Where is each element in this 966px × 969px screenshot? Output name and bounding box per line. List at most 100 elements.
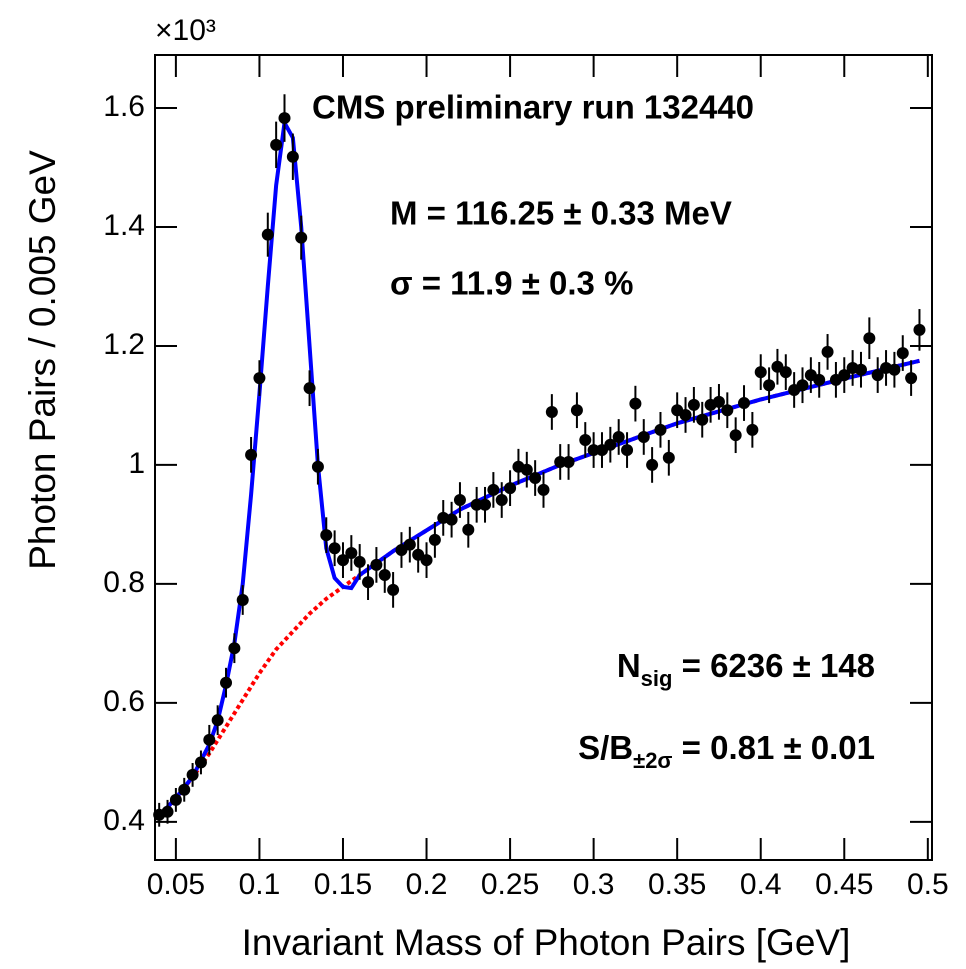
x-tick-label: 0.15: [314, 868, 372, 901]
data-point: [370, 558, 383, 571]
data-point: [286, 150, 299, 163]
data-point: [746, 423, 759, 436]
x-tick-label: 0.3: [573, 868, 615, 901]
data-point: [654, 423, 667, 436]
y-multiplier: ×10³: [155, 14, 216, 47]
chart-title: CMS preliminary run 132440: [312, 89, 754, 126]
x-tick-label: 0.4: [740, 868, 782, 901]
data-point: [738, 397, 751, 410]
data-point: [913, 323, 926, 336]
data-point: [245, 448, 258, 461]
data-point: [169, 793, 182, 806]
data-point: [403, 538, 416, 551]
data-point: [311, 460, 324, 473]
data-point: [161, 805, 174, 818]
data-point: [462, 523, 475, 536]
annotation-text: N: [617, 647, 641, 684]
data-point: [621, 444, 634, 457]
data-point: [278, 112, 291, 125]
data-point: [537, 483, 550, 496]
y-tick-label: 1.6: [103, 90, 145, 123]
data-point: [270, 138, 283, 151]
data-point: [353, 555, 366, 568]
data-point: [629, 397, 642, 410]
data-point: [712, 395, 725, 408]
data-point: [854, 363, 867, 376]
data-point: [236, 593, 249, 606]
data-point: [445, 513, 458, 526]
data-point: [529, 472, 542, 485]
data-point: [203, 733, 216, 746]
data-point: [637, 430, 650, 443]
data-point: [545, 405, 558, 418]
data-point: [295, 231, 308, 244]
data-point: [821, 345, 834, 358]
data-point: [763, 379, 776, 392]
data-point: [428, 533, 441, 546]
x-tick-label: 0.2: [406, 868, 448, 901]
annotation-rest: = 0.81 ± 0.01: [672, 729, 875, 766]
data-point: [520, 463, 533, 476]
data-point: [779, 366, 792, 379]
data-point: [729, 429, 742, 442]
data-point: [796, 379, 809, 392]
annotation-rest: = 6236 ± 148: [672, 647, 875, 684]
data-point: [721, 404, 734, 417]
data-point: [587, 444, 600, 457]
annotation: σ = 11.9 ± 0.3 %: [390, 265, 633, 302]
data-point: [453, 494, 466, 507]
x-tick-label: 0.25: [481, 868, 539, 901]
data-point: [487, 483, 500, 496]
data-point: [178, 783, 191, 796]
data-point: [754, 366, 767, 379]
annotation: Nsig = 6236 ± 148: [617, 647, 875, 691]
y-tick-label: 0.6: [103, 685, 145, 718]
data-point: [186, 768, 199, 781]
data-point: [612, 430, 625, 443]
data-point: [888, 363, 901, 376]
x-tick-label: 0.5: [907, 868, 949, 901]
y-axis-label: Photon Pairs / 0.005 GeV: [22, 150, 63, 570]
annotation-text: S/B: [578, 729, 633, 766]
data-point: [570, 404, 583, 417]
data-point: [420, 554, 433, 567]
x-axis-label: Invariant Mass of Photon Pairs [GeV]: [242, 922, 851, 963]
data-point: [378, 569, 391, 582]
data-point: [687, 398, 700, 411]
data-point: [387, 583, 400, 596]
data-point: [905, 372, 918, 385]
data-point: [604, 438, 617, 451]
data-point: [320, 529, 333, 542]
data-point: [579, 433, 592, 446]
annotation: M = 116.25 ± 0.33 MeV: [390, 195, 732, 232]
data-point: [470, 498, 483, 511]
data-point: [211, 714, 224, 727]
data-point: [194, 756, 207, 769]
x-tick-label: 0.05: [147, 868, 205, 901]
data-point: [696, 413, 709, 426]
data-point: [253, 372, 266, 385]
data-point: [261, 228, 274, 241]
data-point: [362, 576, 375, 589]
y-tick-label: 0.8: [103, 566, 145, 599]
annotation-sub: ±2σ: [633, 748, 672, 773]
data-point: [220, 676, 233, 689]
x-tick-label: 0.35: [648, 868, 706, 901]
data-point: [662, 451, 675, 464]
y-tick-label: 0.4: [103, 804, 145, 837]
data-point: [495, 494, 508, 507]
annotation: S/B±2σ = 0.81 ± 0.01: [578, 729, 875, 773]
x-tick-label: 0.1: [239, 868, 281, 901]
data-point: [871, 369, 884, 382]
data-point: [328, 542, 341, 555]
x-tick-label: 0.45: [815, 868, 873, 901]
data-point: [813, 373, 826, 386]
data-point: [679, 408, 692, 421]
data-point: [228, 642, 241, 655]
plot-frame: [154, 54, 933, 861]
data-point: [896, 347, 909, 360]
data-point: [345, 546, 358, 559]
annotation-sub: sig: [641, 666, 673, 691]
data-point: [303, 382, 316, 395]
